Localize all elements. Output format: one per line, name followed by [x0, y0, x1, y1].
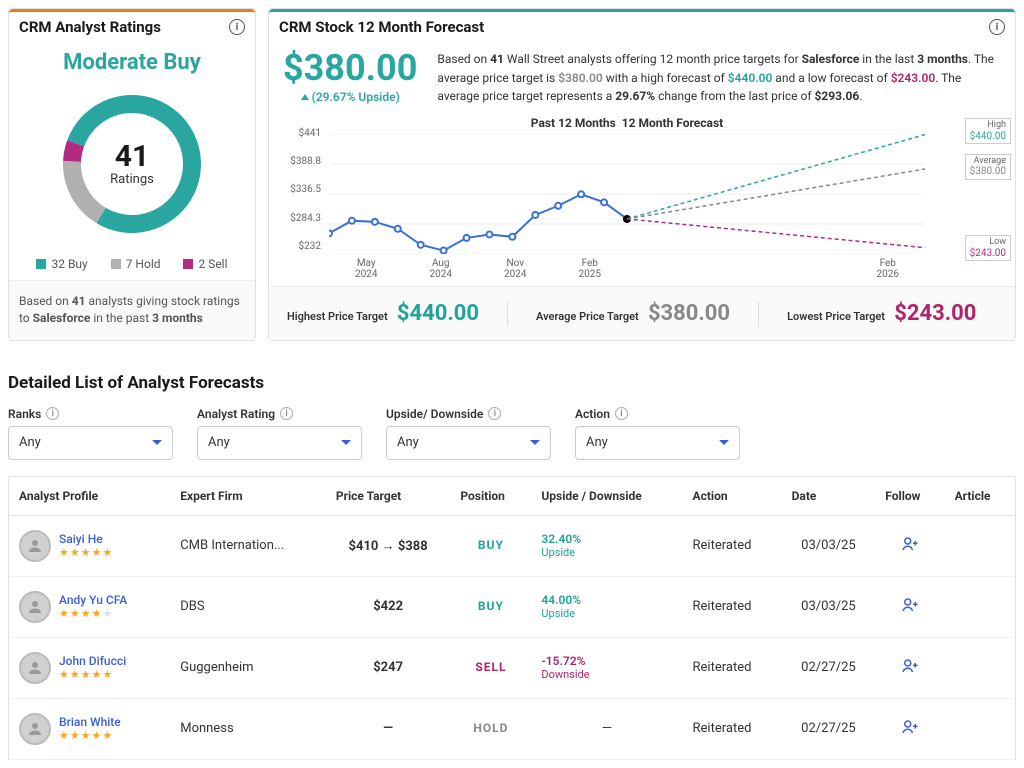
chevron-down-icon: [530, 440, 540, 445]
position: SELL: [475, 660, 506, 674]
analyst-name[interactable]: Brian White: [59, 715, 121, 729]
avatar[interactable]: [19, 652, 51, 684]
ratings-card-header: CRM Analyst Ratings i: [9, 9, 255, 40]
ratings-legend: 32 Buy 7 Hold 2 Sell: [19, 257, 245, 279]
col-header[interactable]: Analyst Profile: [9, 476, 171, 515]
info-icon[interactable]: i: [615, 407, 628, 420]
filter-upside-downside: Upside/ DownsideiAny: [386, 407, 551, 460]
target-high: Highest Price Target $440.00: [287, 301, 479, 326]
ratings-title: CRM Analyst Ratings: [19, 18, 161, 36]
analyst-name[interactable]: Andy Yu CFA: [59, 593, 127, 607]
target-bar: Highest Price Target $440.00 Average Pri…: [269, 286, 1015, 340]
forecasts-table: Analyst ProfileExpert FirmPrice TargetPo…: [8, 476, 1016, 760]
table-row: Saiyi He★★★★★ CMB Internation...$410 → $3…: [9, 515, 1016, 576]
table-row: John Difucci★★★★★Guggenheim$247SELL-15.7…: [9, 637, 1016, 698]
date: 02/27/25: [782, 698, 876, 759]
ratings-donut: 41 Ratings: [57, 89, 207, 239]
filter-select[interactable]: Any: [575, 426, 740, 460]
price-target: —: [326, 698, 451, 759]
star-rating: ★★★★★: [59, 607, 127, 620]
avg-price: $380.00: [283, 50, 417, 86]
firm: CMB Internation...: [170, 515, 326, 576]
star-rating: ★★★★★: [59, 729, 121, 742]
action: Reiterated: [683, 637, 782, 698]
ratings-footnote: Based on 41 analysts giving stock rating…: [9, 280, 255, 340]
forecast-chart: Past 12 Months 12 Month Forecast $441$38…: [269, 106, 1015, 286]
forecast-description: Based on 41 Wall Street analysts offerin…: [437, 50, 1001, 106]
avatar[interactable]: [19, 591, 51, 623]
filter-select[interactable]: Any: [8, 426, 173, 460]
legend-item: 7 Hold: [111, 257, 161, 271]
info-icon[interactable]: i: [488, 407, 501, 420]
col-header[interactable]: Position: [450, 476, 531, 515]
legend-item: 32 Buy: [36, 257, 87, 271]
table-row: Brian White★★★★★Monness—HOLD—Reiterated0…: [9, 698, 1016, 759]
action: Reiterated: [683, 698, 782, 759]
detailed-list-title: Detailed List of Analyst Forecasts: [8, 373, 1016, 393]
firm: Guggenheim: [170, 637, 326, 698]
date: 03/03/25: [782, 515, 876, 576]
date: 02/27/25: [782, 637, 876, 698]
follow-button[interactable]: [901, 718, 919, 736]
chevron-down-icon: [341, 440, 351, 445]
forecast-card: CRM Stock 12 Month Forecast i $380.00 (2…: [268, 8, 1016, 341]
col-header[interactable]: Date: [782, 476, 876, 515]
filter-select[interactable]: Any: [197, 426, 362, 460]
forecast-card-header: CRM Stock 12 Month Forecast i: [269, 9, 1015, 40]
star-rating: ★★★★★: [59, 546, 113, 559]
info-icon[interactable]: i: [46, 407, 59, 420]
action: Reiterated: [683, 576, 782, 637]
follow-button[interactable]: [901, 657, 919, 675]
forecast-title: CRM Stock 12 Month Forecast: [279, 18, 484, 36]
action: Reiterated: [683, 515, 782, 576]
info-icon[interactable]: i: [989, 19, 1005, 35]
follow-button[interactable]: [901, 535, 919, 553]
total-ratings-sub: Ratings: [110, 172, 154, 187]
avatar[interactable]: [19, 530, 51, 562]
avatar[interactable]: [19, 713, 51, 745]
target-low: Lowest Price Target $243.00: [758, 301, 976, 326]
info-icon[interactable]: i: [229, 19, 245, 35]
col-header[interactable]: Price Target: [326, 476, 451, 515]
star-rating: ★★★★★: [59, 668, 126, 681]
col-header[interactable]: Upside / Downside: [531, 476, 682, 515]
ratings-card: CRM Analyst Ratings i Moderate Buy 41 Ra…: [8, 8, 256, 341]
upside-line: (29.67% Upside): [283, 90, 417, 104]
col-header[interactable]: Action: [683, 476, 782, 515]
position: BUY: [478, 599, 504, 613]
table-row: Andy Yu CFA★★★★★DBS$422BUY44.00%UpsideRe…: [9, 576, 1016, 637]
filter-ranks: RanksiAny: [8, 407, 173, 460]
total-ratings: 41: [115, 142, 149, 172]
price-target: $422: [326, 576, 451, 637]
position: HOLD: [473, 721, 508, 735]
analyst-name[interactable]: John Difucci: [59, 654, 126, 668]
filters-row: RanksiAnyAnalyst RatingiAnyUpside/ Downs…: [8, 407, 1016, 460]
position: BUY: [478, 538, 504, 552]
target-avg: Average Price Target $380.00: [507, 301, 730, 326]
filter-analyst-rating: Analyst RatingiAny: [197, 407, 362, 460]
info-icon[interactable]: i: [280, 407, 293, 420]
filter-action: ActioniAny: [575, 407, 740, 460]
price-target: $410 → $388: [326, 515, 451, 576]
avg-price-block: $380.00 (29.67% Upside): [283, 50, 417, 106]
firm: Monness: [170, 698, 326, 759]
price-target: $247: [326, 637, 451, 698]
col-header[interactable]: Follow: [875, 476, 944, 515]
col-header[interactable]: Expert Firm: [170, 476, 326, 515]
col-header[interactable]: Article: [945, 476, 1016, 515]
firm: DBS: [170, 576, 326, 637]
analyst-name[interactable]: Saiyi He: [59, 532, 113, 546]
chevron-down-icon: [719, 440, 729, 445]
consensus-rating: Moderate Buy: [19, 50, 245, 75]
legend-item: 2 Sell: [183, 257, 227, 271]
filter-select[interactable]: Any: [386, 426, 551, 460]
follow-button[interactable]: [901, 596, 919, 614]
chevron-down-icon: [152, 440, 162, 445]
date: 03/03/25: [782, 576, 876, 637]
